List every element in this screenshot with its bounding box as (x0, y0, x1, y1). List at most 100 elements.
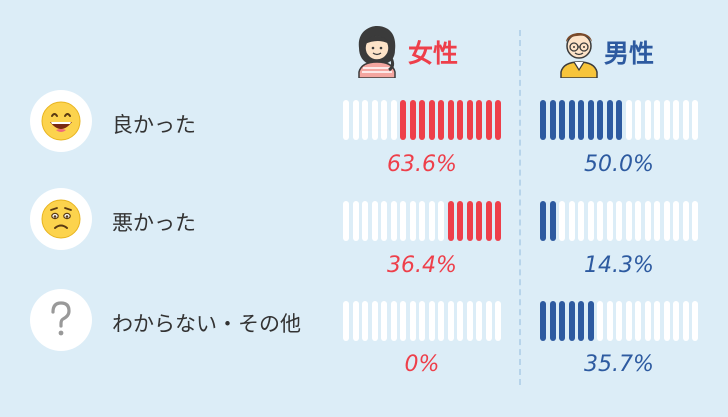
bar-segment (371, 301, 378, 341)
male-percent-label: 50.0% (584, 152, 654, 177)
bar-segment (644, 301, 651, 341)
female-bar-row-3 (343, 301, 503, 341)
bar-segment (549, 100, 556, 140)
bar-segment (597, 301, 603, 341)
bar-segment (390, 201, 397, 241)
bar-segment (457, 201, 463, 241)
bar-segment (559, 301, 565, 341)
bar-segment (597, 201, 603, 241)
bar-segment (371, 100, 378, 140)
bar-segment (682, 301, 689, 341)
bar-segment (692, 100, 698, 140)
female-bar-row-2 (343, 201, 503, 241)
category-label: わからない・その他 (112, 312, 301, 336)
bar-segment (485, 201, 492, 241)
female-percent-label: 0% (404, 352, 440, 377)
bar-segment (663, 100, 670, 140)
bar-segment (381, 100, 387, 140)
bar-segment (549, 201, 556, 241)
bar-segment (495, 201, 501, 241)
bar-segment (343, 100, 349, 140)
bar-segment (381, 201, 387, 241)
bar-segment (419, 100, 425, 140)
bar-segment (476, 100, 482, 140)
bar-segment (466, 201, 473, 241)
bar-segment (400, 301, 406, 341)
bar-segment (540, 301, 546, 341)
bar-segment (428, 301, 435, 341)
bar-segment (606, 301, 613, 341)
bar-segment (559, 201, 565, 241)
bar-segment (495, 301, 501, 341)
bar-segment (625, 201, 632, 241)
bar-segment (578, 201, 584, 241)
bar-segment (438, 201, 444, 241)
bar-segment (362, 301, 368, 341)
female-header: 女性 (408, 39, 459, 68)
bar-segment (352, 100, 359, 140)
male-percent-label: 14.3% (584, 253, 654, 278)
bar-segment (625, 100, 632, 140)
grinning-face-icon (41, 101, 81, 141)
male-percent-label: 35.7% (584, 352, 654, 377)
bar-segment (606, 100, 613, 140)
bar-segment (485, 100, 492, 140)
male-header: 男性 (604, 39, 655, 68)
bar-segment (635, 301, 641, 341)
bar-segment (587, 301, 594, 341)
male-bar-row-2 (540, 201, 700, 241)
male-bar-row-1 (540, 100, 700, 140)
category-label: 悪かった (112, 211, 196, 235)
bar-segment (400, 201, 406, 241)
bar-segment (568, 201, 575, 241)
bar-segment (419, 201, 425, 241)
bar-segment (654, 301, 660, 341)
bar-segment (419, 301, 425, 341)
male-avatar-icon (560, 33, 598, 78)
bar-segment (343, 201, 349, 241)
bar-segment (673, 100, 679, 140)
bar-segment (485, 301, 492, 341)
bar-segment (654, 100, 660, 140)
bar-segment (540, 100, 546, 140)
column-divider (519, 30, 521, 385)
bar-segment (362, 100, 368, 140)
worried-face-icon (41, 199, 81, 239)
female-percent-label: 36.4% (387, 253, 457, 278)
bar-segment (568, 100, 575, 140)
bar-segment (663, 301, 670, 341)
male-bar-row-3 (540, 301, 700, 341)
bar-segment (476, 201, 482, 241)
bar-segment (466, 100, 473, 140)
bar-segment (438, 100, 444, 140)
bar-segment (644, 100, 651, 140)
bar-segment (428, 100, 435, 140)
bar-segment (625, 301, 632, 341)
bar-segment (409, 201, 416, 241)
bar-segment (390, 100, 397, 140)
bar-segment (587, 100, 594, 140)
bar-segment (692, 201, 698, 241)
bar-segment (428, 201, 435, 241)
row-icon-circle (30, 90, 92, 152)
bar-segment (371, 201, 378, 241)
bar-segment (654, 201, 660, 241)
bar-segment (352, 301, 359, 341)
bar-segment (438, 301, 444, 341)
bar-segment (606, 201, 613, 241)
bar-segment (635, 201, 641, 241)
bar-segment (549, 301, 556, 341)
bar-segment (568, 301, 575, 341)
bar-segment (457, 301, 463, 341)
bar-segment (673, 301, 679, 341)
bar-segment (644, 201, 651, 241)
bar-segment (578, 301, 584, 341)
row-icon-circle (30, 289, 92, 351)
bar-segment (447, 100, 454, 140)
female-percent-label: 63.6% (387, 152, 457, 177)
bar-segment (390, 301, 397, 341)
bar-segment (495, 100, 501, 140)
bar-segment (362, 201, 368, 241)
bar-segment (559, 100, 565, 140)
bar-segment (466, 301, 473, 341)
